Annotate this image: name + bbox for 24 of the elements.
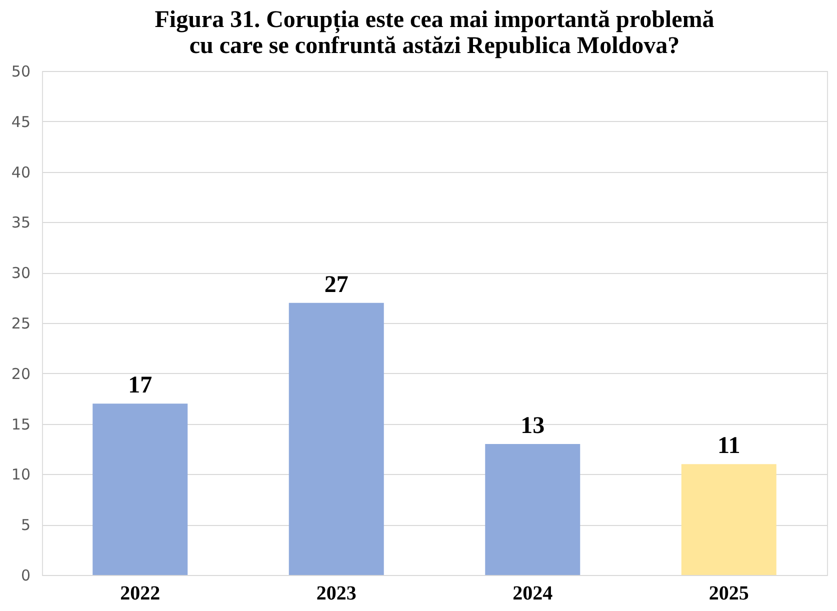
y-tick-label: 35 [11, 214, 30, 232]
y-tick-label: 25 [11, 314, 30, 332]
bar [92, 404, 188, 575]
y-tick-label: 0 [20, 566, 30, 584]
x-tick-label: 2022 [120, 582, 160, 604]
y-tick-label: 45 [11, 112, 30, 131]
y-tick-label: 50 [11, 62, 30, 80]
data-label: 27 [324, 272, 348, 298]
bar [485, 444, 580, 575]
chart-title: Figura 31. Corupția este cea mai importantă problemă cu care se confruntă astăzi Republica Moldova? [154, 7, 714, 59]
y-tick-label: 30 [11, 264, 30, 282]
x-tick-label: 2024 [512, 582, 553, 604]
data-label: 11 [718, 433, 740, 460]
y-tick-label: 20 [11, 364, 30, 383]
x-tick-label: 2025 [708, 582, 749, 604]
data-label: 13 [520, 412, 545, 439]
y-tick-label: 10 [11, 466, 30, 484]
bar [681, 464, 776, 575]
x-tick-label: 2023 [316, 582, 356, 604]
y-tick-label: 5 [20, 516, 30, 534]
data-label: 17 [128, 372, 152, 399]
bar [288, 302, 384, 575]
y-tick-label: 15 [11, 415, 30, 434]
y-tick-label: 40 [11, 163, 30, 182]
